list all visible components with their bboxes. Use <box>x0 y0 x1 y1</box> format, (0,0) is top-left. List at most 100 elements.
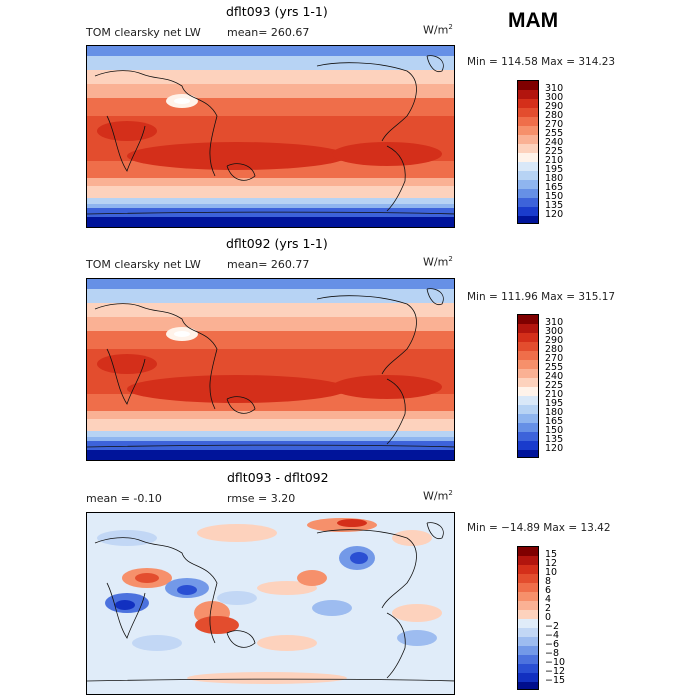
colorbar-tick-label: 165 <box>545 182 564 193</box>
colorbar-swatch <box>518 547 538 556</box>
colorbar-tick-label: 0 <box>545 612 552 623</box>
colorbar-swatch <box>518 369 538 378</box>
colorbar-tick-label: 120 <box>545 443 564 454</box>
colorbar-swatch <box>518 664 538 673</box>
panel-2-variable-label: TOM clearsky net LW <box>86 258 201 271</box>
colorbar-tick-label: −6 <box>545 639 560 650</box>
colorbar-tick-label: 290 <box>545 101 564 112</box>
colorbar-tick-label: 210 <box>545 389 564 400</box>
colorbar-tick-label: 290 <box>545 335 564 346</box>
season-label: MAM <box>508 9 559 32</box>
colorbar-tick-label: 8 <box>545 576 552 587</box>
panel-3-mean-label: mean = -0.10 <box>86 492 162 505</box>
colorbar-swatch <box>518 583 538 592</box>
colorbar-swatch <box>518 162 538 171</box>
panel-2-colorbar <box>517 314 539 458</box>
colorbar-tick-label: 225 <box>545 380 564 391</box>
colorbar-tick-label: 240 <box>545 371 564 382</box>
colorbar-tick-label: 10 <box>545 567 558 578</box>
colorbar-tick-label: 270 <box>545 119 564 130</box>
colorbar-swatch <box>518 90 538 99</box>
panel-2-title: dflt092 (yrs 1-1) <box>226 236 328 251</box>
panel-3-title: dflt093 - dflt092 <box>227 470 329 485</box>
colorbar-tick-label: −15 <box>545 675 566 686</box>
panel-3-rmse-label: rmse = 3.20 <box>227 492 296 505</box>
colorbar-swatch <box>518 601 538 610</box>
panel-1-title: dflt093 (yrs 1-1) <box>226 4 328 19</box>
colorbar-tick-label: 15 <box>545 549 558 560</box>
panel-1-min-max: Min = 114.58 Max = 314.23 <box>467 56 616 68</box>
colorbar-tick-label: 270 <box>545 353 564 364</box>
colorbar-tick-label: 150 <box>545 191 564 202</box>
colorbar-swatch <box>518 396 538 405</box>
colorbar-swatch <box>518 144 538 153</box>
colorbar-tick-label: 240 <box>545 137 564 148</box>
colorbar-swatch <box>518 153 538 162</box>
panel-3-map <box>86 512 455 695</box>
colorbar-swatch <box>518 360 538 369</box>
panel-1-mean-label: mean= 260.67 <box>227 26 310 39</box>
colorbar-tick-label: 210 <box>545 155 564 166</box>
colorbar-swatch <box>518 342 538 351</box>
colorbar-swatch <box>518 592 538 601</box>
colorbar-tick-label: 4 <box>545 594 552 605</box>
colorbar-tick-label: 310 <box>545 83 564 94</box>
colorbar-tick-label: 300 <box>545 326 564 337</box>
colorbar-swatch <box>518 378 538 387</box>
panel-2-min-max: Min = 111.96 Max = 315.17 <box>467 291 616 303</box>
colorbar-swatch <box>518 315 538 324</box>
colorbar-swatch <box>518 610 538 619</box>
colorbar-tick-label: 12 <box>545 558 558 569</box>
colorbar-tick-label: 150 <box>545 425 564 436</box>
colorbar-swatch <box>518 628 538 637</box>
panel-1-units-label: W/m2 <box>423 23 453 37</box>
panel-2-units-label: W/m2 <box>423 255 453 269</box>
panel-1-colorbar <box>517 80 539 224</box>
colorbar-swatch <box>518 81 538 90</box>
colorbar-tick-label: −8 <box>545 648 560 659</box>
colorbar-swatch <box>518 99 538 108</box>
colorbar-swatch <box>518 198 538 207</box>
colorbar-tick-label: 135 <box>545 200 564 211</box>
panel-1-map <box>86 45 455 228</box>
colorbar-tick-label: 255 <box>545 128 564 139</box>
colorbar-swatch <box>518 171 538 180</box>
colorbar-swatch <box>518 207 538 216</box>
panel-2-mean-label: mean= 260.77 <box>227 258 310 271</box>
colorbar-tick-label: 120 <box>545 209 564 220</box>
colorbar-tick-label: −4 <box>545 630 560 641</box>
panel-3-min-max: Min = −14.89 Max = 13.42 <box>467 522 611 534</box>
panel-1-variable-label: TOM clearsky net LW <box>86 26 201 39</box>
colorbar-tick-label: 255 <box>545 362 564 373</box>
colorbar-swatch <box>518 432 538 441</box>
colorbar-swatch <box>518 574 538 583</box>
colorbar-swatch <box>518 450 538 457</box>
colorbar-tick-label: 300 <box>545 92 564 103</box>
colorbar-tick-label: 195 <box>545 398 564 409</box>
colorbar-tick-label: 165 <box>545 416 564 427</box>
colorbar-swatch <box>518 414 538 423</box>
colorbar-swatch <box>518 333 538 342</box>
colorbar-tick-label: 180 <box>545 173 564 184</box>
colorbar-swatch <box>518 637 538 646</box>
colorbar-swatch <box>518 673 538 682</box>
colorbar-swatch <box>518 441 538 450</box>
panel-3-colorbar <box>517 546 539 690</box>
colorbar-swatch <box>518 108 538 117</box>
colorbar-swatch <box>518 619 538 628</box>
colorbar-swatch <box>518 646 538 655</box>
colorbar-swatch <box>518 682 538 689</box>
colorbar-swatch <box>518 126 538 135</box>
colorbar-swatch <box>518 565 538 574</box>
colorbar-swatch <box>518 180 538 189</box>
colorbar-tick-label: −2 <box>545 621 560 632</box>
colorbar-tick-label: 280 <box>545 110 564 121</box>
colorbar-swatch <box>518 117 538 126</box>
colorbar-tick-label: 310 <box>545 317 564 328</box>
colorbar-tick-label: 135 <box>545 434 564 445</box>
colorbar-swatch <box>518 135 538 144</box>
colorbar-tick-label: 2 <box>545 603 552 614</box>
colorbar-swatch <box>518 556 538 565</box>
panel-3-units-label: W/m2 <box>423 489 453 503</box>
colorbar-swatch <box>518 351 538 360</box>
